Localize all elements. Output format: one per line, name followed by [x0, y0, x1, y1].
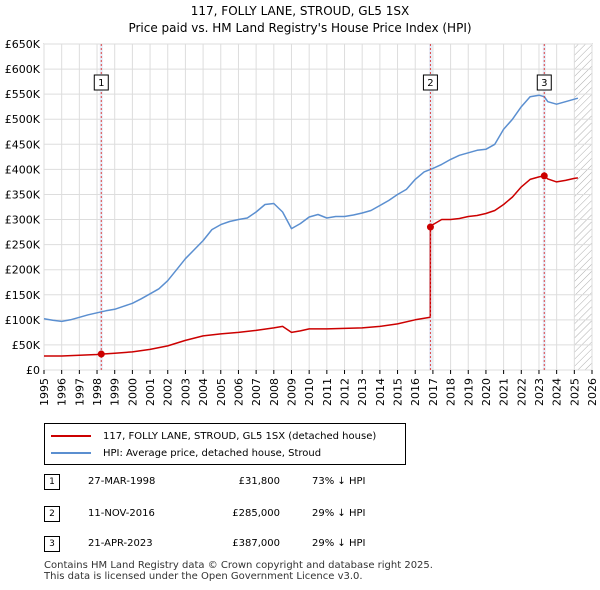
plot-background [43, 43, 593, 371]
legend-swatch-price [51, 435, 91, 437]
x-tick-label: 2004 [197, 378, 210, 406]
sale-markers: 1 2 3 [93, 44, 552, 370]
sale-label-number: 3 [541, 78, 547, 89]
chart-subtitle: Price paid vs. HM Land Registry's House … [128, 21, 472, 35]
y-tick-label: £400K [5, 163, 41, 176]
hpi-line [43, 94, 579, 323]
x-tick-label: 2021 [498, 378, 511, 406]
gridlines [43, 43, 593, 371]
sale-row: 1 27-MAR-1998 £31,800 73% ↓ HPI [44, 474, 444, 490]
x-axis: 1995 1996 1997 1998 1999 2000 2001 2002 2003 2004… [38, 370, 599, 406]
y-tick-label: £350K [5, 188, 41, 201]
series-group [43, 94, 579, 357]
x-tick-label: 2020 [480, 378, 493, 406]
legend-swatch-hpi [51, 452, 91, 454]
sale-row: 3 21-APR-2023 £387,000 29% ↓ HPI [44, 536, 444, 552]
y-tick-label: £150K [5, 289, 41, 302]
sale-hpi-diff: 29% ↓ HPI [312, 538, 366, 549]
x-tick-label: 2008 [268, 378, 281, 406]
x-tick-label: 1997 [73, 378, 86, 406]
x-tick-label: 2025 [568, 378, 581, 406]
sale-point [97, 350, 105, 358]
legend: 117, FOLLY LANE, STROUD, GL5 1SX (detach… [44, 423, 406, 465]
y-tick-label: £650K [5, 38, 41, 51]
x-tick-label: 2023 [533, 378, 546, 406]
sale-band [99, 44, 103, 370]
x-tick-label: 2007 [250, 378, 263, 406]
y-tick-label: £250K [5, 239, 41, 252]
plot-area [43, 43, 593, 371]
footer-licence: This data is licensed under the Open Gov… [44, 571, 363, 582]
forecast-hatch [574, 44, 592, 370]
legend-label-hpi: HPI: Average price, detached house, Stro… [103, 447, 322, 459]
x-tick-label: 2002 [162, 378, 175, 406]
sale-label-number: 1 [98, 78, 104, 89]
x-tick-label: 2024 [551, 378, 564, 406]
x-tick-label: 2026 [586, 378, 599, 406]
x-tick-label: 2013 [356, 378, 369, 406]
y-tick-label: £50K [12, 339, 41, 352]
y-tick-label: £500K [5, 113, 41, 126]
y-tick-label: £450K [5, 138, 41, 151]
sale-hpi-diff: 73% ↓ HPI [312, 476, 366, 487]
x-tick-label: 2006 [232, 378, 245, 406]
sale-label-box [93, 74, 109, 91]
x-tick-label: 2012 [339, 378, 352, 406]
y-tick-label: £100K [5, 314, 41, 327]
x-tick-label: 2003 [179, 378, 192, 406]
footer-copyright: Contains HM Land Registry data © Crown c… [44, 560, 433, 571]
x-tick-label: 2018 [445, 378, 458, 406]
x-tick-label: 2022 [515, 378, 528, 406]
y-tick-label: £550K [5, 88, 41, 101]
sale-label-number: 2 [427, 78, 433, 89]
y-tick-label: £0 [26, 364, 40, 377]
sale-label-box [536, 74, 552, 91]
legend-item-price: 117, FOLLY LANE, STROUD, GL5 1SX (detach… [51, 429, 376, 443]
sale-date: 11-NOV-2016 [88, 508, 155, 519]
x-tick-label: 2017 [427, 378, 440, 406]
x-tick-label: 2010 [303, 378, 316, 406]
sale-band [428, 44, 432, 370]
y-axis: £0 £50K £100K £150K £200K £250K £300K £350K £400… [5, 38, 41, 377]
price-paid-line [44, 175, 579, 357]
x-tick-label: 2009 [285, 378, 298, 406]
sale-hpi-diff: 29% ↓ HPI [312, 508, 366, 519]
x-tick-label: 2014 [374, 378, 387, 406]
x-tick-label: 2016 [409, 378, 422, 406]
chart-title: 117, FOLLY LANE, STROUD, GL5 1SX [190, 4, 410, 18]
x-tick-label: 2005 [215, 378, 228, 406]
y-tick-label: £200K [5, 264, 41, 277]
x-tick-label: 1998 [91, 378, 104, 406]
x-tick-label: 1996 [56, 378, 69, 406]
sale-date: 27-MAR-1998 [88, 476, 156, 487]
x-tick-label: 2019 [462, 378, 475, 406]
sale-price: £285,000 [232, 508, 280, 519]
x-tick-label: 2011 [321, 378, 334, 406]
sale-number-badge: 2 [44, 506, 60, 522]
x-tick-label: 1999 [109, 378, 122, 406]
y-tick-label: £300K [5, 214, 41, 227]
sale-point [426, 223, 434, 231]
sale-number-badge: 3 [44, 536, 60, 552]
x-tick-label: 2000 [126, 378, 139, 406]
price-chart: £0 £50K £100K £150K £200K £250K £300K £350K £400… [5, 38, 599, 406]
sale-number-badge: 1 [44, 474, 60, 490]
legend-item-hpi: HPI: Average price, detached house, Stro… [51, 446, 321, 460]
sale-label-box [422, 74, 438, 91]
sale-point [540, 172, 548, 180]
x-tick-label: 2015 [392, 378, 405, 406]
sale-price: £31,800 [238, 476, 280, 487]
x-tick-label: 1995 [38, 378, 51, 406]
sale-band [542, 44, 546, 370]
x-tick-label: 2001 [144, 378, 157, 406]
sale-price: £387,000 [232, 538, 280, 549]
legend-label-price: 117, FOLLY LANE, STROUD, GL5 1SX (detach… [103, 430, 377, 442]
y-tick-label: £600K [5, 63, 41, 76]
footer: Contains HM Land Registry data © Crown c… [44, 560, 433, 582]
sale-row: 2 11-NOV-2016 £285,000 29% ↓ HPI [44, 506, 444, 522]
sale-date: 21-APR-2023 [88, 538, 153, 549]
